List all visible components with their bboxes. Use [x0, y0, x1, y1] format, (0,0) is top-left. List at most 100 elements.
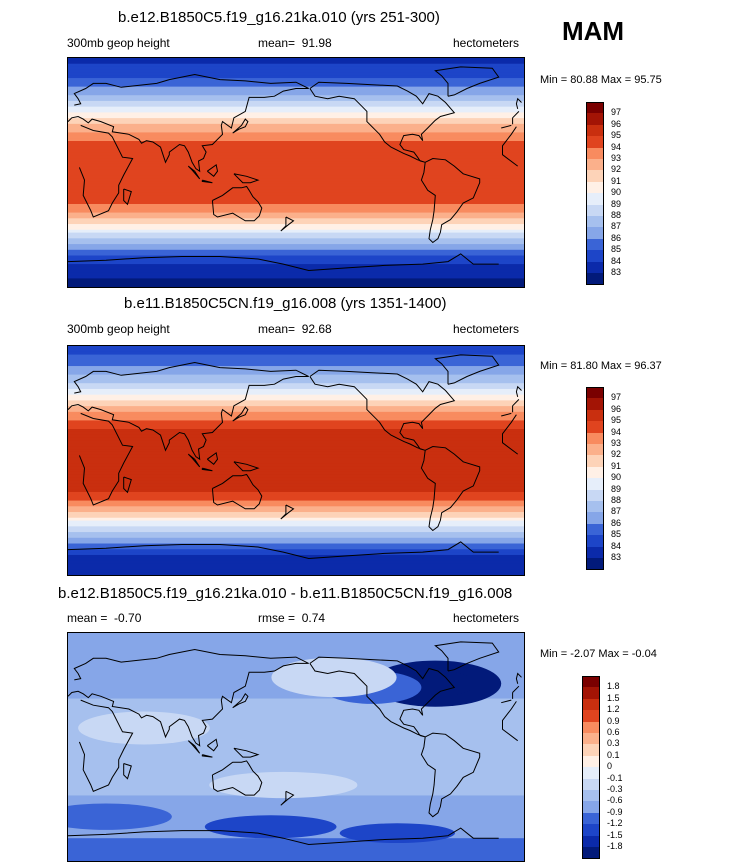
coastline	[232, 693, 249, 709]
coastline	[206, 164, 219, 178]
colorbar-cell	[582, 710, 600, 723]
colorbar-label: 84	[611, 255, 622, 266]
panel1-mean: mean= 91.98	[258, 36, 332, 50]
field-band	[68, 735, 524, 740]
panel2-colorbar: 97 96 95 94 93 92 91 90 89 88 87 86 85 84 83	[586, 387, 646, 570]
colorbar-cell	[586, 501, 604, 513]
field-band	[68, 704, 524, 708]
field-band	[68, 494, 524, 499]
field-band	[68, 727, 524, 731]
field-band	[68, 269, 524, 274]
colorbar-cell	[582, 721, 600, 734]
field-band	[68, 115, 524, 119]
colorbar-cell	[586, 535, 604, 548]
colorbar-cell	[586, 387, 604, 399]
field-band	[68, 206, 524, 211]
coastline	[206, 452, 219, 466]
panel3-min-value: -2.07	[570, 648, 596, 660]
colorbar-cell	[582, 755, 600, 768]
coastline	[123, 188, 132, 206]
field-band	[68, 408, 524, 413]
coastline	[515, 97, 522, 110]
field-band	[68, 149, 524, 154]
field-band	[68, 489, 524, 493]
panel1-mean-value: 91.98	[301, 36, 332, 50]
colorbar-label: 87	[611, 506, 622, 517]
panel2-mean-label: mean=	[258, 322, 296, 336]
field-band	[68, 135, 524, 139]
field-band	[68, 388, 524, 393]
colorbar-label: 1.2	[607, 704, 620, 715]
coastline	[420, 732, 481, 818]
panel1-mean-label: mean=	[258, 36, 296, 50]
panel3-rmse: rmse = 0.74	[258, 611, 325, 625]
coastline	[68, 361, 520, 461]
field-band	[68, 420, 524, 424]
panel2-mean-value: 92.68	[301, 322, 332, 336]
panel3-mean: mean = -0.70	[67, 611, 141, 625]
coastline	[187, 740, 201, 754]
field-band	[68, 457, 524, 462]
colorbar-cell	[582, 835, 600, 848]
coastline	[280, 216, 295, 232]
coastline	[309, 369, 456, 451]
colorbar-cell	[582, 778, 600, 791]
field-band	[68, 380, 524, 384]
colorbar-label: 0	[607, 761, 613, 772]
field-band	[68, 95, 524, 99]
field-band	[68, 138, 524, 142]
field-band	[68, 129, 524, 134]
colorbar-label: -1.8	[607, 841, 623, 851]
colorbar-cell	[586, 193, 604, 206]
colorbar-cell	[586, 478, 604, 491]
coastline	[187, 453, 201, 468]
coastline	[78, 699, 518, 792]
field-band	[68, 537, 524, 542]
field-band	[68, 749, 524, 754]
coastline	[434, 66, 500, 97]
field-band	[68, 523, 524, 527]
field-band	[68, 348, 524, 353]
panel1-min-label: Min =	[540, 74, 568, 86]
panel2-units: hectometers	[453, 322, 520, 336]
field-band	[68, 755, 524, 759]
coastline	[233, 747, 260, 758]
field-band	[68, 798, 524, 802]
coastline	[187, 165, 201, 180]
panel1-map	[67, 57, 525, 288]
anomaly-patch	[78, 711, 210, 745]
field-band	[68, 514, 524, 519]
field-band	[68, 183, 524, 188]
field-band	[68, 486, 524, 490]
panel3-mean-value: -0.70	[114, 611, 142, 625]
field-band	[68, 66, 524, 71]
field-band	[68, 738, 524, 742]
colorbar-cell	[586, 261, 604, 274]
colorbar-cell	[586, 204, 604, 217]
colorbar-label: -0.1	[607, 772, 623, 783]
colorbar-cell	[582, 733, 600, 745]
field-band	[68, 221, 524, 225]
field-band	[68, 846, 524, 851]
field-band	[68, 346, 524, 350]
field-band	[68, 218, 524, 222]
field-band	[68, 838, 524, 842]
field-band	[68, 509, 524, 513]
field-band	[68, 812, 524, 816]
field-band	[68, 60, 524, 65]
field-band	[68, 394, 524, 399]
coastline	[201, 754, 213, 758]
colorbar-cell	[586, 466, 604, 479]
panel3-max-value: -0.04	[631, 648, 657, 660]
anomaly-patch	[209, 771, 358, 799]
field-band	[68, 383, 524, 387]
field-band	[68, 761, 524, 765]
colorbar-cell	[582, 767, 600, 780]
colorbar-cell	[582, 744, 600, 757]
colorbar-cell	[586, 489, 604, 502]
colorbar-cell	[586, 432, 604, 445]
field-band	[68, 363, 524, 367]
field-band	[68, 201, 524, 205]
colorbar-cell	[582, 676, 600, 688]
panel2-min-label: Min =	[540, 360, 568, 372]
